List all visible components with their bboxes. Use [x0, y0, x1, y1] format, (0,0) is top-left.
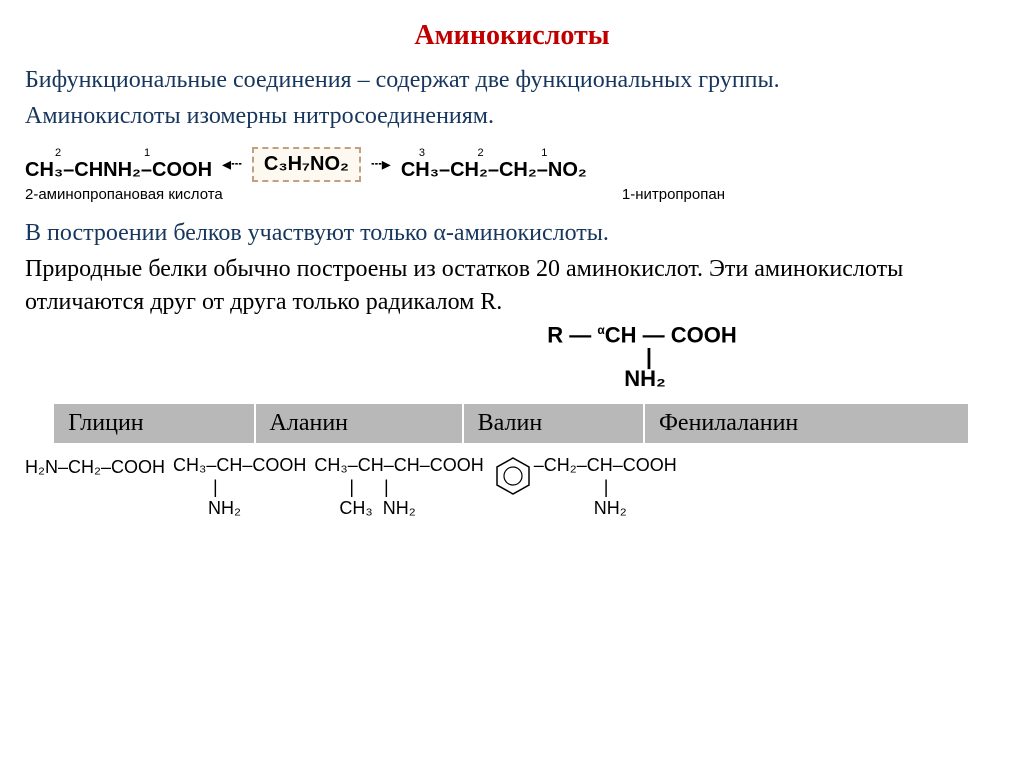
- alanine-l1: CH₃–CH–COOH: [173, 455, 306, 477]
- iso-right-block: 3 2 1 CH₃–CH₂–CH₂–NO₂: [401, 147, 587, 182]
- paragraph-3: В построении белков участвуют только α-а…: [25, 217, 999, 249]
- alpha-line2: |: [299, 346, 999, 368]
- alanine-l2: |: [173, 477, 306, 499]
- iso-left-block: 2 1 CH₃–CHNH₂–COOH: [25, 147, 212, 182]
- paragraph-2: Аминокислоты изомерны нитросоединениям.: [25, 100, 999, 132]
- valine-structure: CH₃–CH–CH–COOH | | CH₃ NH₂: [314, 455, 483, 520]
- iso-right-label: 1-нитропропан: [622, 186, 725, 203]
- paragraph-1: Бифункциональные соединения – содержат д…: [25, 64, 999, 96]
- table-row: Глицин Аланин Валин Фенилаланин: [54, 404, 969, 443]
- header-phenylalanine: Фенилаланин: [644, 404, 969, 443]
- iso-right-formula: CH₃–CH₂–CH₂–NO₂: [401, 159, 587, 182]
- valine-l2: | |: [314, 477, 483, 499]
- alpha-amino-structure: R — αCH — COOH | NH₂: [285, 324, 999, 390]
- structure-row: H₂N–CH₂–COOH CH₃–CH–COOH | NH₂ CH₃–CH–CH…: [25, 455, 999, 520]
- iso-right-nums: 3 2 1: [419, 147, 587, 159]
- alpha-label: α: [597, 323, 604, 337]
- isomer-label-row: 2-аминопропановая кислота 1-нитропропан: [25, 186, 925, 203]
- iso-left-nums: 2 1: [55, 147, 212, 159]
- page-title: Аминокислоты: [25, 20, 999, 52]
- arrow-left-icon: ◂┄: [222, 154, 242, 175]
- alanine-l3: NH₂: [173, 498, 306, 520]
- phe-l1: –CH₂–CH–COOH: [534, 455, 677, 477]
- benzene-ring-icon: [492, 455, 534, 497]
- phe-l3: NH₂: [534, 498, 677, 520]
- isomer-formula-row: 2 1 CH₃–CHNH₂–COOH ◂┄ C₃H₇NO₂ ┄▸ 3 2 1 C…: [25, 147, 999, 182]
- header-glycine: Глицин: [54, 404, 254, 443]
- iso-left-label: 2-аминопропановая кислота: [25, 186, 223, 203]
- glycine-line: H₂N–CH₂–COOH: [25, 457, 165, 479]
- alpha-line1: R — αCH — COOH: [285, 324, 999, 346]
- phe-l2: |: [534, 477, 677, 499]
- alpha-line3: NH₂: [291, 368, 999, 390]
- glycine-structure: H₂N–CH₂–COOH: [25, 455, 165, 479]
- valine-l1: CH₃–CH–CH–COOH: [314, 455, 483, 477]
- phe-text: –CH₂–CH–COOH | NH₂: [534, 455, 677, 520]
- phenylalanine-structure: –CH₂–CH–COOH | NH₂: [492, 455, 677, 520]
- valine-l3: CH₃ NH₂: [314, 498, 483, 520]
- header-valine: Валин: [463, 404, 644, 443]
- header-alanine: Аланин: [255, 404, 463, 443]
- iso-mid-formula: C₃H₇NO₂: [252, 147, 361, 182]
- iso-left-formula: CH₃–CHNH₂–COOH: [25, 159, 212, 182]
- arrow-right-icon: ┄▸: [371, 154, 391, 175]
- paragraph-4: Природные белки обычно построены из оста…: [25, 253, 999, 318]
- alanine-structure: CH₃–CH–COOH | NH₂: [173, 455, 306, 520]
- amino-acid-table: Глицин Аланин Валин Фенилаланин: [54, 404, 970, 443]
